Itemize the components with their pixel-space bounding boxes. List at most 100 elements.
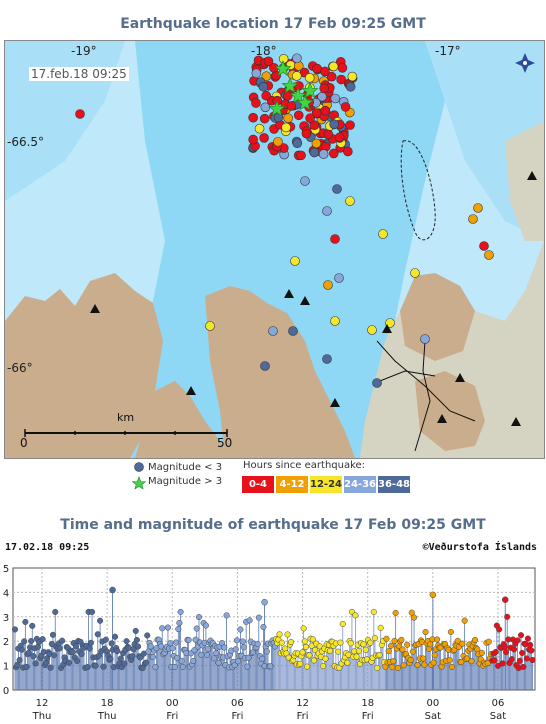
quake-marker	[260, 361, 270, 371]
x-tick-hour: 12	[296, 698, 309, 709]
quake-marker	[260, 102, 271, 113]
event-point	[89, 608, 96, 615]
event-point	[121, 660, 128, 667]
event-point	[353, 653, 360, 660]
quake-marker	[286, 101, 297, 111]
y-tick-label: 5	[3, 564, 9, 575]
quake-marker	[288, 326, 298, 336]
quake-marker	[309, 120, 320, 131]
quake-marker	[305, 113, 315, 124]
quake-marker	[311, 108, 322, 118]
event-point	[394, 664, 402, 672]
quake-marker	[301, 128, 312, 139]
event-point	[310, 657, 318, 664]
event-point	[21, 638, 28, 645]
map-date-stamp: 17.feb.18 09:25	[29, 67, 129, 81]
event-point	[102, 636, 109, 643]
event-point	[430, 659, 437, 666]
event-point	[528, 647, 535, 654]
map-canvas	[5, 41, 544, 458]
quake-marker	[334, 132, 345, 143]
event-point	[511, 646, 518, 653]
station-triangle-icon	[300, 296, 310, 305]
station-triangle-icon	[437, 414, 447, 423]
event-point	[447, 628, 454, 635]
event-point	[517, 632, 525, 639]
scale-unit: km	[117, 411, 135, 424]
event-point	[301, 638, 308, 645]
event-point	[215, 659, 222, 666]
event-point	[145, 648, 152, 655]
event-point	[520, 663, 527, 670]
event-point	[322, 655, 329, 662]
quake-marker	[304, 73, 315, 83]
quake-marker	[311, 138, 322, 149]
event-point	[434, 636, 441, 643]
event-point	[471, 636, 479, 644]
event-point	[427, 641, 434, 648]
event-point	[86, 645, 93, 652]
quake-marker	[273, 136, 283, 147]
event-point	[306, 652, 313, 659]
quake-marker	[282, 91, 293, 101]
event-point	[144, 632, 151, 639]
quake-marker	[258, 81, 269, 92]
event-point	[504, 613, 511, 620]
event-point	[448, 663, 456, 671]
event-point	[388, 642, 395, 649]
event-point	[276, 631, 283, 638]
seismic-stations	[90, 171, 537, 426]
event-point	[278, 639, 285, 646]
x-tick-hour: 06	[492, 698, 505, 709]
event-point	[204, 651, 211, 659]
event-point	[47, 664, 54, 671]
peninsula-west	[5, 273, 163, 458]
event-point	[259, 655, 266, 662]
event-point	[94, 631, 101, 638]
quake-marker	[312, 63, 322, 74]
y-tick-label: 4	[3, 588, 9, 599]
large-quake-star-icon	[301, 82, 319, 99]
event-point	[190, 657, 197, 665]
station-triangle-icon	[382, 324, 392, 333]
quake-marker	[254, 123, 265, 134]
quake-marker	[332, 184, 342, 194]
event-point	[221, 644, 228, 651]
quake-marker	[345, 81, 356, 92]
event-point	[87, 639, 94, 646]
event-point	[240, 644, 247, 651]
event-point	[147, 643, 154, 650]
scale-start: 0	[20, 436, 28, 450]
event-point	[491, 657, 498, 664]
roads	[376, 340, 476, 452]
event-point	[371, 635, 379, 642]
event-point	[383, 635, 390, 642]
event-point	[263, 648, 270, 655]
quake-marker	[322, 354, 332, 364]
hours-36-48: 36-48	[378, 476, 410, 493]
event-point	[29, 622, 36, 629]
mountain-east	[400, 273, 475, 361]
event-point	[195, 614, 203, 621]
x-tick-day: Fri	[166, 711, 178, 722]
event-point	[235, 658, 242, 665]
event-point	[344, 659, 351, 666]
event-point	[78, 650, 85, 658]
event-point	[529, 656, 536, 664]
event-point	[523, 655, 530, 662]
event-point	[367, 639, 374, 646]
event-point	[360, 641, 367, 648]
event-point	[129, 653, 136, 660]
event-point	[503, 649, 510, 656]
lat-label-1: -66.5°	[7, 135, 45, 149]
quake-marker	[336, 74, 347, 85]
event-point	[159, 625, 166, 632]
event-point	[48, 641, 55, 648]
earthquake-map[interactable]: 17.feb.18 09:25 -19° -18° -17° -66.5° -6…	[4, 40, 545, 459]
x-tick-day: Fri	[362, 711, 374, 722]
event-point	[527, 641, 534, 649]
event-point	[362, 646, 369, 653]
event-point	[112, 633, 119, 640]
event-point	[492, 648, 499, 656]
quake-marker	[248, 112, 258, 123]
